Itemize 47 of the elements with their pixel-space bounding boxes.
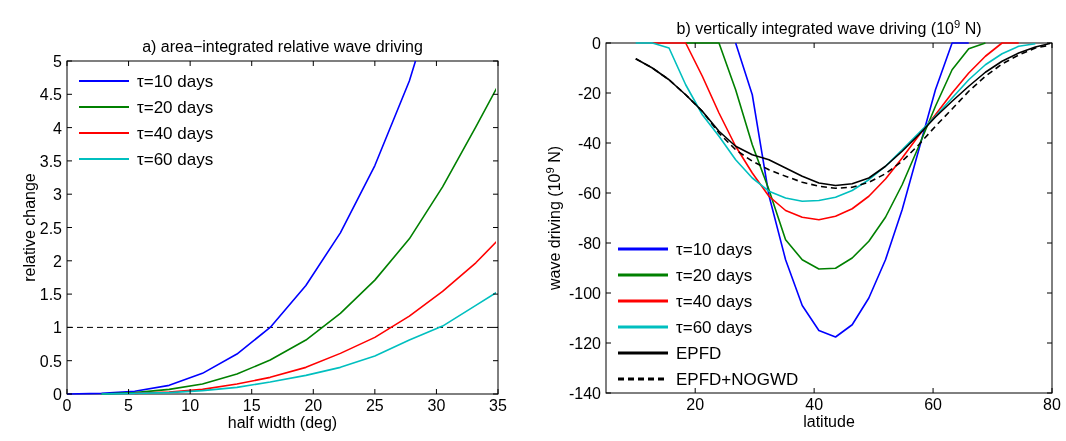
y-tick-label: -20 (577, 85, 602, 102)
legend-label: τ=10 days (676, 240, 753, 259)
y-tick-label: -100 (568, 285, 602, 302)
y-tick-label: -120 (568, 335, 602, 352)
legend-label: τ=20 days (676, 266, 753, 285)
x-axis-title: latitude (803, 413, 855, 430)
legend-label: EPFD (676, 344, 722, 363)
legend-label: τ=60 days (137, 150, 214, 169)
y-tick-label: 4.5 (39, 86, 63, 104)
y-tick-label: 1.5 (39, 286, 63, 304)
legend-label: EPFD+NOGWD (676, 370, 799, 389)
x-tick-label: 25 (365, 397, 384, 414)
legend-label: τ=40 days (137, 124, 214, 143)
y-tick-label: 3 (53, 186, 63, 204)
y-tick-label: 0.5 (39, 352, 63, 370)
chart-title: b) vertically integrated wave driving (10$^{9}$ N) (676, 18, 982, 37)
x-axis-title: half width (deg) (227, 414, 338, 431)
y-tick-label: 2 (53, 252, 63, 270)
line-series (651, 42, 1020, 221)
line-series (133, 239, 496, 395)
x-tick-label: 30 (427, 397, 446, 414)
y-tick-label: 3.5 (39, 152, 63, 170)
legend-label: τ=40 days (676, 292, 753, 311)
x-tick-label: 15 (242, 397, 261, 414)
y-tick-label: 4 (53, 119, 63, 137)
chart-title: a) area−integrated relative wave driving (142, 38, 423, 55)
y-axis-title: relative change (21, 173, 38, 282)
x-tick-label: 20 (686, 396, 705, 413)
y-tick-label: -140 (568, 385, 602, 402)
legend-label: τ=20 days (137, 98, 214, 117)
x-tick-label: 5 (124, 397, 134, 414)
y-tick-label: 5 (53, 53, 63, 70)
x-tick-label: 10 (181, 397, 200, 414)
x-tick-label: 60 (924, 396, 943, 413)
y-tick-label: 1 (53, 319, 63, 337)
y-tick-label: -80 (577, 235, 602, 252)
line-series (100, 290, 496, 395)
y-tick-label: -60 (577, 185, 602, 202)
x-tick-label: 80 (1043, 396, 1061, 413)
legend-label: τ=60 days (676, 318, 753, 337)
x-tick-label: 20 (304, 397, 323, 414)
x-tick-label: 35 (489, 397, 507, 414)
x-tick-label: 40 (805, 396, 824, 413)
y-tick-label: 0 (592, 35, 602, 52)
y-tick-label: -40 (577, 135, 602, 152)
legend-label: τ=10 days (137, 72, 214, 91)
y-tick-label: 2.5 (39, 219, 63, 237)
